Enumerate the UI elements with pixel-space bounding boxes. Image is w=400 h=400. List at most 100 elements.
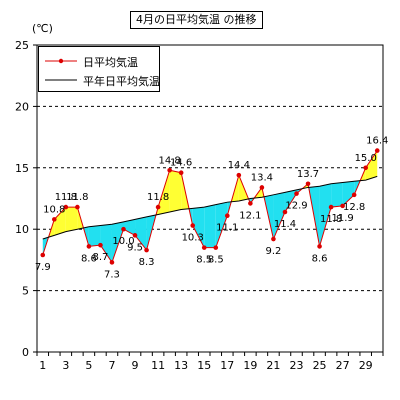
data-point: [86, 244, 92, 249]
data-label: 7.3: [104, 269, 120, 280]
x-tick-label: 29: [359, 359, 373, 372]
data-point: [109, 260, 115, 265]
data-point: [121, 226, 126, 232]
y-tick-label: 25: [15, 39, 29, 52]
anomaly-fill: [204, 204, 216, 248]
legend-item-normal: 平年日平均気温: [39, 72, 160, 88]
anomaly-fill: [88, 225, 101, 247]
anomaly-fill: [111, 221, 124, 263]
data-point: [52, 217, 57, 222]
x-tick-label: 15: [197, 359, 211, 372]
x-tick-label: 17: [220, 359, 234, 372]
anomaly-fill: [331, 182, 343, 208]
data-label: 15.0: [355, 153, 377, 164]
legend-label-daily: 日平均気温: [83, 56, 138, 69]
x-tick-label: 23: [290, 359, 304, 372]
data-label: 11.9: [332, 213, 354, 224]
data-label: 8.7: [92, 252, 108, 263]
data-point: [271, 236, 276, 242]
anomaly-fill: [273, 192, 285, 240]
anomaly-fill: [215, 202, 228, 248]
anomaly-fill: [100, 224, 112, 263]
data-label: 11.4: [274, 219, 296, 230]
data-point: [248, 201, 253, 206]
data-label: 9.5: [127, 242, 143, 253]
anomaly-fill: [192, 207, 205, 248]
data-label: 10.0: [112, 236, 134, 247]
anomaly-fill: [342, 181, 355, 206]
data-point: [305, 181, 311, 187]
data-point: [363, 165, 369, 171]
legend-label-normal: 平年日平均気温: [83, 75, 160, 88]
data-label: 12.9: [285, 201, 307, 212]
x-tick-label: 25: [313, 359, 327, 372]
anomaly-fill: [135, 216, 147, 251]
data-label: 13.7: [297, 169, 319, 180]
data-point: [317, 244, 322, 249]
data-point: [98, 242, 103, 248]
legend: 日平均気温 平年日平均気温: [38, 46, 160, 92]
data-point: [144, 247, 149, 253]
data-label: 11.8: [320, 214, 342, 225]
legend-item-daily: 日平均気温: [39, 53, 159, 69]
data-point: [167, 167, 172, 173]
legend-marker-normal: [45, 79, 77, 81]
data-point: [132, 233, 138, 238]
anomaly-fill: [365, 150, 378, 181]
y-tick-label: 5: [22, 285, 29, 298]
data-point: [178, 170, 184, 176]
x-tick-label: 21: [266, 359, 280, 372]
legend-marker-daily: [45, 58, 77, 64]
x-tick-label: 7: [108, 359, 115, 372]
data-label: 11.8: [147, 192, 169, 203]
data-label: 8.5: [208, 255, 224, 266]
data-label: 14.6: [170, 158, 192, 169]
data-point: [75, 204, 80, 210]
y-tick-label: 10: [15, 223, 29, 236]
data-label: 16.4: [366, 136, 388, 147]
data-point: [328, 204, 334, 210]
data-label: 11.8: [66, 192, 88, 203]
x-tick-label: 1: [39, 359, 46, 372]
data-point: [236, 172, 242, 178]
x-tick-label: 3: [62, 359, 69, 372]
data-label: 12.8: [343, 202, 365, 213]
x-tick-label: 11: [151, 359, 165, 372]
x-tick-label: 5: [85, 359, 92, 372]
data-point: [201, 245, 207, 250]
x-tick-label: 9: [132, 359, 139, 372]
data-label: 8.3: [139, 257, 155, 268]
series-line-normal: [42, 175, 378, 240]
data-label: 8.6: [81, 253, 97, 264]
data-point: [190, 223, 195, 228]
data-point: [351, 192, 357, 198]
data-point: [213, 245, 219, 250]
data-point: [294, 191, 299, 196]
data-point: [259, 185, 265, 190]
data-label: 12.1: [239, 210, 261, 221]
data-label: 8.6: [312, 253, 328, 264]
data-point: [282, 209, 288, 215]
anomaly-fill: [158, 170, 170, 215]
y-axis-unit: (℃): [32, 22, 53, 35]
y-tick-label: 15: [15, 162, 29, 175]
anomaly-fill: [54, 207, 66, 236]
y-tick-label: 20: [15, 100, 29, 113]
data-label: 10.8: [43, 204, 65, 215]
data-label: 11.8: [55, 192, 77, 203]
data-point: [374, 148, 380, 153]
data-point: [63, 204, 69, 210]
chart-title: 4月の日平均気温 の推移: [130, 11, 263, 29]
data-label: 8.5: [196, 255, 212, 266]
anomaly-fill: [319, 183, 332, 247]
data-label: 10.3: [182, 233, 204, 244]
data-label: 7.9: [35, 262, 51, 273]
data-label: 9.2: [265, 246, 281, 257]
data-point: [340, 203, 345, 209]
x-tick-label: 13: [174, 359, 188, 372]
data-point: [155, 204, 161, 210]
data-label: 11.1: [216, 223, 238, 234]
data-label: 14.4: [228, 160, 250, 171]
